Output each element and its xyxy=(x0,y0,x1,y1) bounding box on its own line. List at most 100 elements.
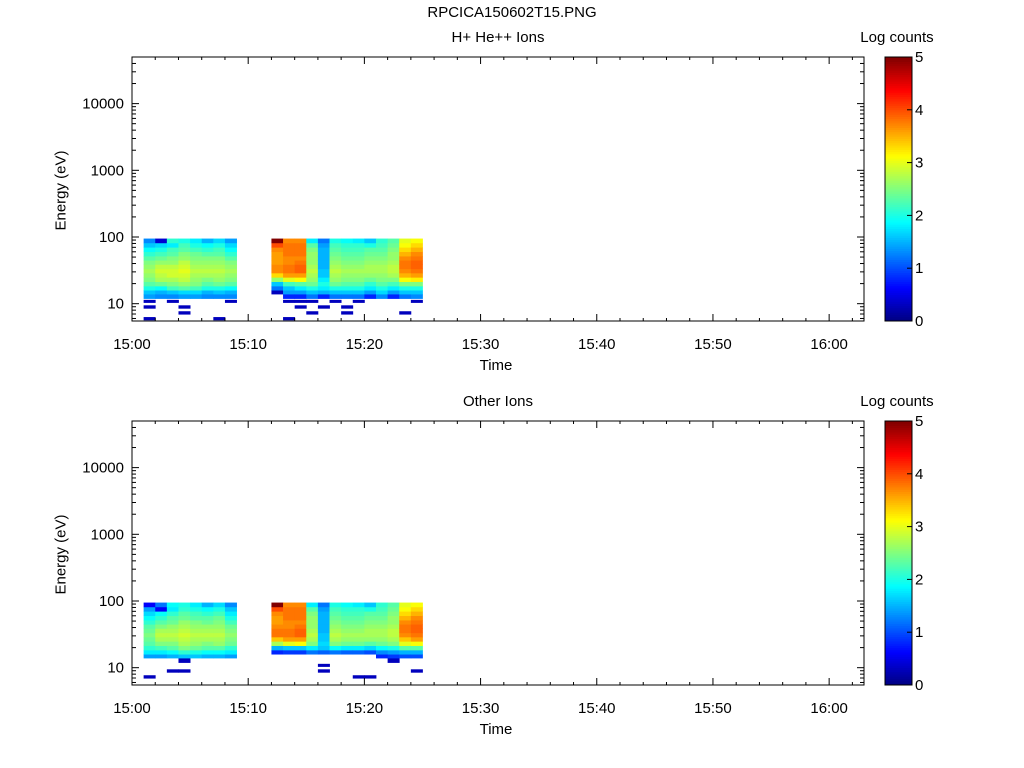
colorbar-segment xyxy=(885,436,912,440)
colorbar-segment xyxy=(885,107,912,111)
colorbar-segment xyxy=(885,674,912,677)
heatmap-cell xyxy=(201,277,214,282)
heatmap-cell xyxy=(283,281,296,287)
heatmap-cell xyxy=(410,602,423,608)
colorbar-segment xyxy=(885,528,912,532)
heatmap-cell xyxy=(317,649,330,655)
heatmap-cell xyxy=(317,606,330,612)
colorbar-segment xyxy=(885,285,912,289)
heatmap-cell xyxy=(166,247,179,253)
heatmap-cell xyxy=(294,285,307,291)
heatmap-cell xyxy=(410,290,423,295)
heatmap-cell xyxy=(271,641,284,646)
heatmap-cell xyxy=(166,251,179,257)
colorbar-segment xyxy=(885,228,912,232)
heatmap-cell xyxy=(178,290,191,295)
heatmap-cell xyxy=(201,632,214,638)
colorbar-segment xyxy=(885,581,912,585)
heatmap-cell xyxy=(271,268,284,274)
heatmap-cell xyxy=(143,277,156,282)
colorbar-segment xyxy=(885,564,912,567)
heatmap-cell xyxy=(364,649,377,655)
heatmap-cell xyxy=(143,272,156,278)
colorbar-segment xyxy=(885,299,912,302)
x-tick-label: 15:10 xyxy=(229,700,267,717)
heatmap-cell xyxy=(166,242,179,248)
heatmap-cell xyxy=(155,268,168,274)
heatmap-cell xyxy=(410,247,423,253)
heatmap-cell xyxy=(201,238,214,244)
heatmap-cell xyxy=(317,624,330,629)
heatmap-cell xyxy=(376,260,389,265)
heatmap-cell xyxy=(352,645,365,651)
heatmap-cell xyxy=(317,290,330,295)
heatmap-cell xyxy=(294,242,307,248)
heatmap-cell xyxy=(201,636,214,642)
heatmap-cell xyxy=(306,294,319,299)
heatmap-cell xyxy=(201,242,214,248)
heatmap-cell xyxy=(294,602,307,608)
heatmap-cell xyxy=(143,606,156,612)
colorbar-segment xyxy=(885,445,912,448)
heatmap-cell xyxy=(387,628,400,634)
heatmap-cell xyxy=(190,602,203,608)
heatmap-cell xyxy=(329,264,342,270)
colorbar-segment xyxy=(885,438,912,442)
heatmap-cell xyxy=(178,620,191,625)
colorbar-segment xyxy=(885,533,912,536)
colorbar-segment xyxy=(885,449,912,453)
colorbar-segment xyxy=(885,120,912,124)
heatmap-cell xyxy=(178,654,191,659)
colorbar-segment xyxy=(885,663,912,666)
heatmap-cell xyxy=(341,264,354,270)
y-tick-label: 10 xyxy=(107,660,124,677)
heatmap-cell xyxy=(341,311,354,315)
heatmap-cell xyxy=(213,620,226,625)
heatmap-cell xyxy=(155,264,168,270)
colorbar-frame xyxy=(884,420,913,686)
heatmap-cell xyxy=(190,641,203,646)
colorbar-segment xyxy=(885,517,912,521)
colorbar-segment xyxy=(885,310,912,313)
heatmap-cell xyxy=(329,260,342,265)
colorbar-segment xyxy=(885,61,912,65)
colorbar-segment xyxy=(885,149,912,153)
heatmap-cell xyxy=(329,632,342,638)
heatmap-cell xyxy=(178,256,191,261)
heatmap-cell xyxy=(143,620,156,625)
heatmap-cell xyxy=(376,268,389,274)
heatmap-cell xyxy=(306,606,319,612)
heatmap-cell xyxy=(213,264,226,270)
heatmap-cell xyxy=(190,628,203,634)
heatmap-cell xyxy=(352,632,365,638)
heatmap-cell xyxy=(352,268,365,274)
colorbar-segment xyxy=(885,504,912,508)
x-tick-label: 15:40 xyxy=(578,700,616,717)
heatmap-cell xyxy=(341,285,354,291)
heatmap-cell xyxy=(201,272,214,278)
colorbar-segment xyxy=(885,226,912,230)
x-tick-label: 15:10 xyxy=(229,336,267,353)
heatmap-cell xyxy=(190,277,203,282)
heatmap-cell xyxy=(271,247,284,253)
heatmap-cell xyxy=(399,641,412,646)
heatmap-cell xyxy=(283,272,296,278)
heatmap-cell xyxy=(190,260,203,265)
heatmap-cell xyxy=(190,272,203,278)
heatmap-cell xyxy=(317,242,330,248)
heatmap-cell xyxy=(399,260,412,265)
heatmap-cell xyxy=(364,624,377,629)
heatmap-cell xyxy=(155,256,168,261)
heatmap-cell xyxy=(271,272,284,278)
colorbar-segment xyxy=(885,425,912,429)
heatmap-cell xyxy=(178,251,191,257)
colorbar-tick-label: 2 xyxy=(915,571,923,588)
heatmap-cell xyxy=(155,281,168,287)
y-tick-label: 10000 xyxy=(82,460,124,477)
heatmap-cell xyxy=(178,641,191,646)
heatmap-cell xyxy=(201,268,214,274)
heatmap-cell xyxy=(410,632,423,638)
heatmap-cell xyxy=(294,247,307,253)
heatmap-cell xyxy=(224,628,237,634)
x-tick-label: 15:50 xyxy=(694,336,732,353)
